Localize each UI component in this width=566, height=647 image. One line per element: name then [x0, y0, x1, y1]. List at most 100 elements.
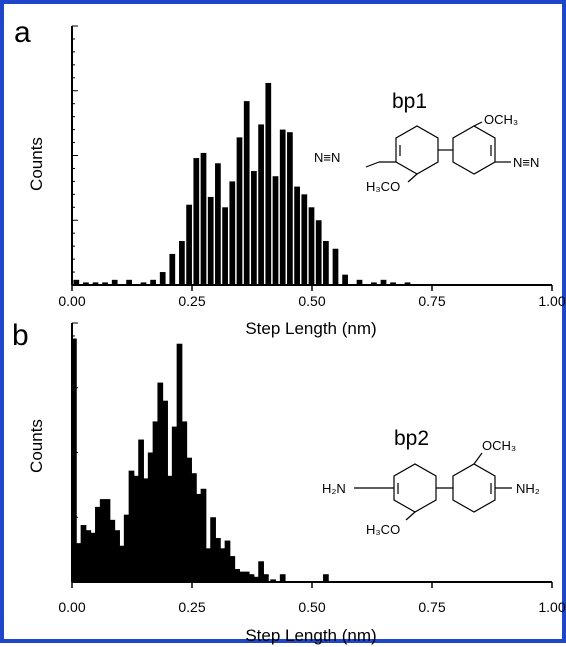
x-tick-label: 0.00 [58, 599, 85, 615]
histogram-bar [104, 499, 111, 582]
histogram-bar [152, 421, 159, 582]
histogram-bar [236, 137, 243, 285]
histogram-bar [263, 574, 269, 582]
histogram-bar [253, 576, 260, 582]
histogram-bar [380, 279, 387, 285]
histogram-bar [390, 282, 396, 285]
svg-text:H₃CO: H₃CO [366, 179, 400, 194]
histogram-bar [111, 279, 118, 285]
histogram-bar [229, 556, 236, 582]
histogram-bar [143, 478, 149, 582]
histogram-bar [222, 207, 228, 285]
histogram-bar [102, 282, 108, 285]
histogram-bar [138, 439, 144, 582]
histogram-bar [162, 400, 168, 582]
histogram-bar [80, 525, 87, 582]
histogram-bar [71, 338, 77, 582]
histogram-bar [193, 158, 200, 285]
histogram-bar [200, 152, 207, 285]
histogram-bar [215, 537, 221, 582]
histogram-bar [179, 240, 185, 285]
chart-panel-a: a Counts Step Length (nm) bp1 N≡N N≡N OC… [14, 16, 566, 338]
histogram-bar [195, 493, 202, 582]
histogram-bar [323, 574, 329, 582]
histogram-bar [315, 220, 322, 285]
histogram-bar [229, 181, 236, 285]
histogram-bar [294, 186, 300, 285]
histogram-bar [207, 196, 214, 285]
svg-text:OCH₃: OCH₃ [482, 438, 516, 453]
histogram-bar [169, 253, 176, 285]
x-tick-label: 1.00 [538, 599, 565, 615]
histogram-bar [224, 540, 231, 582]
histogram-bar [200, 488, 207, 582]
histogram-bar [171, 426, 178, 582]
histogram-bar [258, 124, 264, 285]
histogram-bar [404, 282, 411, 285]
histogram-bar [90, 532, 96, 582]
y-axis-label: Counts [27, 137, 46, 191]
histogram-bar [279, 574, 286, 582]
histogram-bar [191, 473, 197, 582]
histogram-bar [243, 571, 250, 582]
histogram-bar [128, 470, 135, 582]
histogram-bar [234, 569, 240, 582]
histogram-bar [109, 519, 116, 582]
panel-label: b [12, 319, 29, 352]
histogram-bar [356, 279, 363, 285]
x-tick-label: 0.25 [178, 599, 205, 615]
histogram-bar [270, 579, 276, 582]
x-tick-label: 1.00 [538, 293, 565, 309]
x-tick-label: 0.75 [418, 599, 445, 615]
x-tick-label: 0.50 [298, 293, 325, 309]
histogram-bar [308, 207, 315, 285]
histogram-bar [181, 421, 188, 582]
histogram-bar [186, 204, 192, 285]
molecule-name: bp2 [394, 427, 429, 450]
histogram-bar [176, 343, 183, 582]
histogram-bar [150, 279, 156, 285]
histogram-bar [83, 282, 89, 285]
svg-text:H₃CO: H₃CO [366, 522, 400, 537]
histogram-bar [167, 475, 173, 582]
histogram-bar [332, 248, 339, 285]
histogram-bar [123, 514, 130, 582]
svg-text:NH₂: NH₂ [516, 481, 540, 496]
histogram-bar [342, 274, 348, 285]
x-tick-label: 0.50 [298, 599, 325, 615]
svg-text:N≡N: N≡N [513, 155, 539, 170]
histogram-bar [239, 571, 245, 582]
histogram-bar [95, 506, 101, 582]
histogram-bar [272, 176, 279, 285]
x-axis-label: Step Length (nm) [245, 626, 376, 645]
histogram-bar [219, 548, 226, 582]
histogram-bar [157, 382, 164, 582]
bp1-structure: N≡N N≡N OCH₃ H₃CO [314, 112, 539, 194]
histogram-bar [73, 279, 80, 285]
chart-panel-b: b Counts Step Length (nm) bp2 H₂N NH₂ OC… [12, 319, 566, 645]
histogram-bar [248, 574, 255, 582]
histogram-bar [85, 530, 92, 582]
histogram-bar [99, 499, 106, 582]
svg-text:H₂N: H₂N [322, 481, 346, 496]
histogram-bar [215, 163, 221, 285]
histogram-bar [92, 282, 99, 285]
histogram-bar [75, 543, 82, 582]
svg-text:OCH₃: OCH₃ [484, 112, 518, 127]
molecule-name: bp1 [392, 90, 427, 113]
y-axis-label: Counts [27, 419, 46, 473]
histogram-bar [126, 279, 132, 285]
histogram-bar [287, 132, 293, 285]
histogram-bar [114, 530, 120, 582]
histogram-bar [243, 101, 250, 285]
x-axis-label: Step Length (nm) [245, 319, 376, 338]
histogram-bar [279, 129, 286, 285]
svg-text:N≡N: N≡N [314, 150, 340, 165]
histogram-bar [186, 457, 192, 582]
histogram-bar [133, 475, 140, 582]
histogram-bar [265, 82, 272, 285]
histogram-bar [371, 282, 377, 285]
bp2-structure: H₂N NH₂ OCH₃ H₃CO [322, 438, 540, 537]
chart-canvas: a Counts Step Length (nm) bp1 N≡N N≡N OC… [12, 16, 566, 645]
